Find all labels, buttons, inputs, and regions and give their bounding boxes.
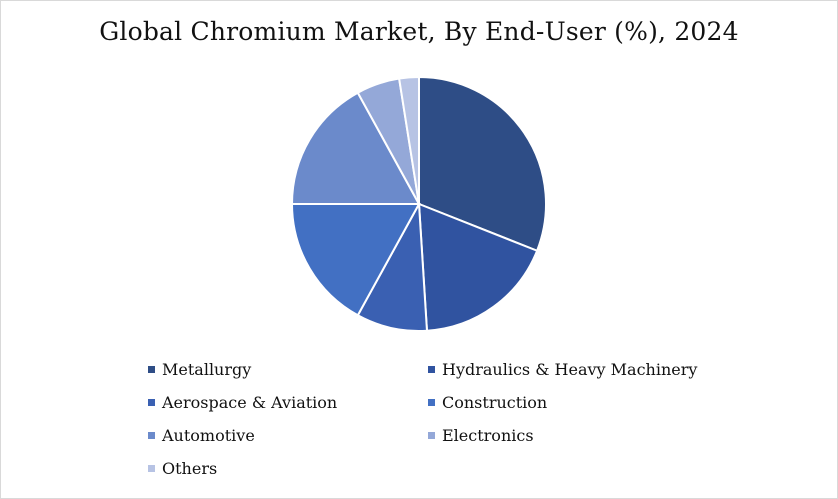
- pie-slice-1: [417, 202, 539, 332]
- legend-item-6: Others: [148, 457, 428, 479]
- pie-slice-4: [290, 91, 421, 205]
- legend-label: Electronics: [442, 425, 534, 445]
- legend-swatch: [148, 431, 155, 439]
- pie-slices: [290, 75, 547, 332]
- legend-label: Construction: [442, 392, 548, 412]
- pie-slice-0: [418, 75, 547, 253]
- pie-slice-3: [290, 203, 421, 317]
- legend-swatch: [148, 464, 155, 472]
- pie-slice-6: [397, 75, 420, 205]
- legend-item-1: Hydraulics & Heavy Machinery: [428, 358, 748, 380]
- legend-swatch: [148, 365, 155, 373]
- legend-swatch: [428, 365, 435, 373]
- legend-swatch: [148, 398, 155, 406]
- legend-swatch: [428, 431, 435, 439]
- legend-label: Metallurgy: [162, 359, 252, 379]
- legend-swatch: [428, 398, 435, 406]
- legend-item-0: Metallurgy: [148, 358, 428, 380]
- legend-label: Hydraulics & Heavy Machinery: [442, 359, 698, 379]
- legend-label: Others: [162, 458, 218, 478]
- legend-item-2: Aerospace & Aviation: [148, 391, 428, 413]
- legend-item-4: Automotive: [148, 424, 428, 446]
- chart-title: Global Chromium Market, By End-User (%),…: [99, 17, 739, 46]
- legend: Metallurgy Hydraulics & Heavy Machinery Ae…: [148, 358, 748, 479]
- legend-label: Automotive: [162, 425, 255, 445]
- legend-label: Aerospace & Aviation: [162, 392, 338, 412]
- legend-item-5: Electronics: [428, 424, 748, 446]
- legend-item-3: Construction: [428, 391, 748, 413]
